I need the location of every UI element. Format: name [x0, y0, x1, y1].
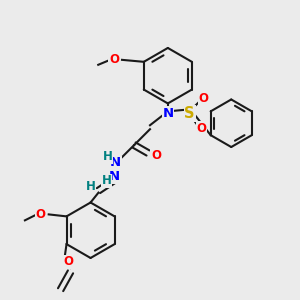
Text: H: H [85, 180, 95, 193]
Text: N: N [162, 107, 173, 120]
Text: O: O [196, 122, 206, 135]
Text: H: H [103, 150, 112, 164]
Text: O: O [199, 92, 208, 105]
Text: O: O [64, 256, 74, 268]
Text: O: O [36, 208, 46, 221]
Text: N: N [109, 170, 120, 183]
Text: O: O [109, 53, 119, 66]
Text: N: N [110, 156, 121, 170]
Text: S: S [184, 106, 195, 121]
Text: H: H [101, 174, 111, 187]
Text: O: O [151, 149, 161, 162]
